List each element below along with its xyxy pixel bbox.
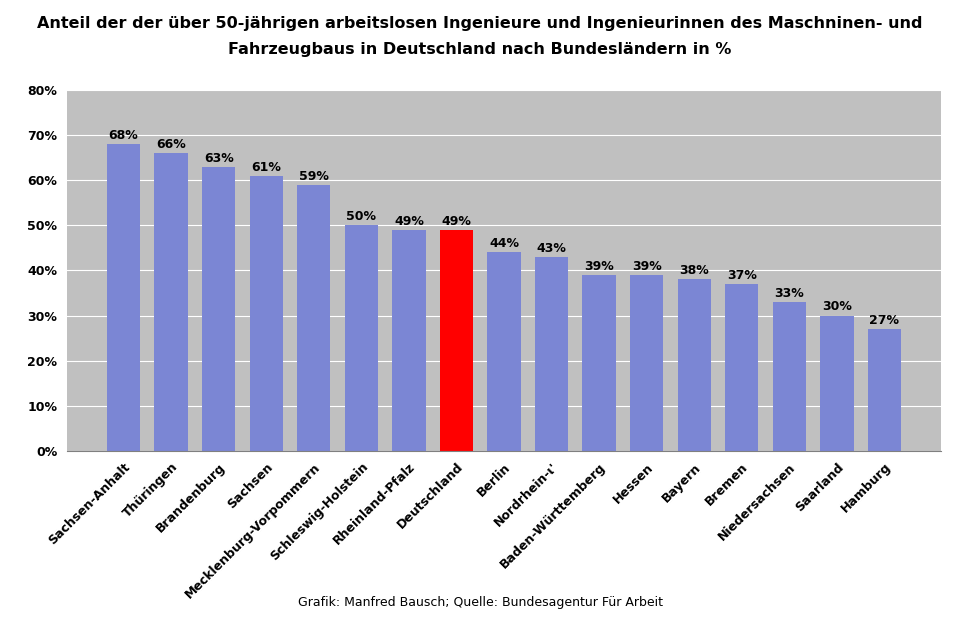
Bar [678,279,710,451]
Text: 43%: 43% [537,242,566,255]
Text: 39%: 39% [585,260,614,273]
Text: 63%: 63% [204,151,233,165]
Bar [202,167,235,451]
Text: ©Personal: ©Personal [46,582,84,588]
Text: Grafik: Manfred Bausch; Quelle: Bundesagentur Für Arbeit: Grafik: Manfred Bausch; Quelle: Bundesag… [298,596,662,609]
Text: 44%: 44% [489,237,519,250]
Text: 49%: 49% [394,214,423,228]
Bar [773,302,806,451]
Bar [725,284,758,451]
Bar [155,153,188,451]
Bar [630,275,663,451]
Text: 49%: 49% [442,214,471,228]
Text: 66%: 66% [156,138,186,151]
Bar [820,316,853,451]
Text: 68%: 68% [108,129,138,142]
Bar [868,329,901,451]
Bar [345,225,378,451]
Text: Fahrzeugbaus in Deutschland nach Bundesländern in %: Fahrzeugbaus in Deutschland nach Bundesl… [228,42,732,57]
Text: 30%: 30% [822,300,852,314]
Text: Anteil der der über 50-jährigen arbeitslosen Ingenieure und Ingenieurinnen des M: Anteil der der über 50-jährigen arbeitsl… [37,16,923,31]
Text: 50%: 50% [347,210,376,223]
Text: PB: PB [38,596,91,629]
Bar [107,144,140,451]
Text: 38%: 38% [680,264,709,277]
Text: Barometer: Barometer [46,633,84,639]
Bar [488,252,520,451]
Bar [250,176,283,451]
Bar [440,230,473,451]
Text: 61%: 61% [252,160,281,173]
Text: 37%: 37% [727,269,756,282]
Text: 59%: 59% [299,169,328,183]
Bar [298,185,330,451]
Bar [583,275,615,451]
Text: 27%: 27% [870,314,900,327]
Text: 33%: 33% [775,287,804,300]
Bar [393,230,425,451]
Text: 39%: 39% [632,260,661,273]
Bar [535,257,568,451]
Text: http://www.personalbarometer-online.de/: http://www.personalbarometer-online.de/ [3,623,232,634]
